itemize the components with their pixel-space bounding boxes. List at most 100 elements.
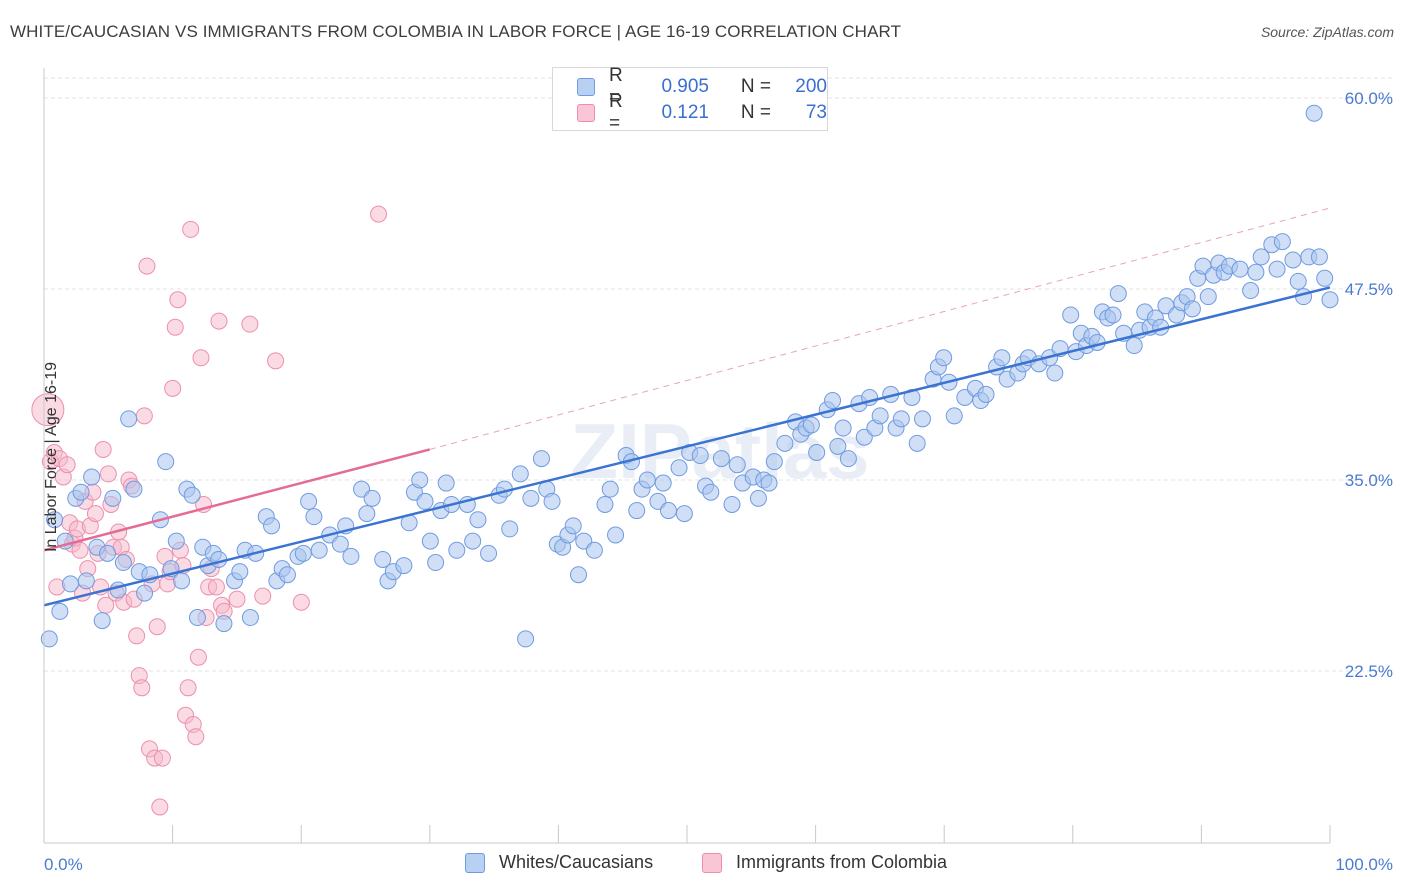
- data-point-colombia: [166, 318, 184, 336]
- data-point-whites: [829, 437, 847, 455]
- data-point-whites: [210, 550, 228, 568]
- data-point-whites: [607, 526, 625, 544]
- data-point-whites: [670, 459, 688, 477]
- data-point-whites: [310, 541, 328, 559]
- data-point-whites: [1252, 248, 1270, 266]
- trend-line-whites: [43, 286, 1331, 607]
- data-point-whites: [543, 492, 561, 510]
- data-point-whites: [765, 453, 783, 471]
- data-point-whites: [935, 349, 953, 367]
- data-point-whites: [993, 349, 1011, 367]
- grid-layer: [44, 77, 1394, 672]
- data-point-whites: [776, 434, 794, 452]
- data-point-whites: [675, 505, 693, 523]
- series-legend: Whites/Caucasians Immigrants from Colomb…: [0, 852, 1406, 878]
- legend-label: Whites/Caucasians: [499, 852, 654, 872]
- data-point-whites: [570, 566, 588, 584]
- data-point-whites: [157, 453, 175, 471]
- legend-swatch-pink: [577, 104, 595, 122]
- data-point-whites: [241, 609, 259, 627]
- data-point-colombia: [31, 393, 65, 427]
- data-point-whites: [1242, 282, 1260, 300]
- data-point-whites: [183, 486, 201, 504]
- data-point-colombia: [86, 505, 104, 523]
- x-tick-label-max: 100.0%: [1335, 855, 1393, 874]
- data-point-colombia: [207, 578, 225, 596]
- data-point-whites: [1109, 285, 1127, 303]
- data-point-whites: [749, 489, 767, 507]
- data-point-whites: [1305, 104, 1323, 122]
- data-point-whites: [395, 557, 413, 575]
- data-point-whites: [628, 502, 646, 520]
- data-point-whites: [1183, 300, 1201, 318]
- trend-line-colombia: [43, 448, 431, 552]
- data-point-whites: [411, 471, 429, 489]
- data-point-whites: [51, 602, 69, 620]
- data-point-whites: [532, 450, 550, 468]
- n-label: N =: [740, 102, 771, 123]
- data-point-whites: [61, 575, 79, 593]
- data-point-whites: [363, 489, 381, 507]
- data-point-colombia: [267, 352, 285, 370]
- data-point-whites: [167, 532, 185, 550]
- data-point-whites: [564, 517, 582, 535]
- data-point-whites: [1062, 306, 1080, 324]
- data-point-whites: [464, 532, 482, 550]
- n-value: 73: [805, 102, 827, 123]
- data-point-whites: [585, 541, 603, 559]
- data-point-whites: [945, 407, 963, 425]
- data-point-whites: [448, 541, 466, 559]
- legend-row-whites: R = 0.905 N = 200: [577, 65, 827, 108]
- trend-line-colombia-extension: [429, 207, 1331, 450]
- data-point-whites: [83, 468, 101, 486]
- y-axis-label: In Labor Force | Age 16-19: [43, 361, 60, 553]
- data-point-whites: [1273, 233, 1291, 251]
- data-point-whites: [691, 447, 709, 465]
- data-point-whites: [263, 517, 281, 535]
- data-point-colombia: [153, 749, 171, 767]
- data-point-whites: [427, 554, 445, 572]
- legend-label: Immigrants from Colombia: [736, 852, 948, 872]
- legend-item-whites[interactable]: Whites/Caucasians: [465, 852, 653, 873]
- data-point-whites: [294, 544, 312, 562]
- data-point-whites: [596, 495, 614, 513]
- data-point-colombia: [241, 315, 259, 333]
- legend-swatch-pink: [702, 852, 722, 873]
- data-point-whites: [125, 480, 143, 498]
- data-point-whites: [522, 489, 540, 507]
- series-immigrants-from-colombia-points: [31, 205, 388, 816]
- data-point-whites: [114, 554, 132, 572]
- data-point-colombia: [254, 587, 272, 605]
- data-point-whites: [654, 474, 672, 492]
- data-point-whites: [342, 547, 360, 565]
- data-point-whites: [358, 505, 376, 523]
- data-point-whites: [702, 483, 720, 501]
- legend-item-colombia[interactable]: Immigrants from Colombia: [702, 852, 947, 873]
- data-point-whites: [469, 511, 487, 529]
- x-tick-label-min: 0.0%: [44, 855, 83, 874]
- data-point-whites: [903, 388, 921, 406]
- data-point-whites: [1284, 251, 1302, 269]
- data-point-colombia: [182, 220, 200, 238]
- data-point-whites: [188, 609, 206, 627]
- data-point-whites: [1104, 306, 1122, 324]
- data-point-colombia: [187, 728, 205, 746]
- data-point-colombia: [128, 627, 146, 645]
- data-point-whites: [437, 474, 455, 492]
- data-point-colombia: [179, 679, 197, 697]
- data-point-colombia: [138, 257, 156, 275]
- data-point-whites: [808, 443, 826, 461]
- data-point-whites: [728, 456, 746, 474]
- data-point-whites: [231, 563, 249, 581]
- data-point-colombia: [58, 456, 76, 474]
- data-point-whites: [802, 416, 820, 434]
- data-point-whites: [712, 450, 730, 468]
- data-point-whites: [480, 544, 498, 562]
- data-point-whites: [374, 550, 392, 568]
- data-point-whites: [173, 572, 191, 590]
- data-point-whites: [723, 495, 741, 513]
- legend-swatch-blue: [465, 852, 485, 873]
- data-point-colombia: [94, 440, 112, 458]
- data-point-whites: [300, 492, 318, 510]
- data-point-whites: [1310, 248, 1328, 266]
